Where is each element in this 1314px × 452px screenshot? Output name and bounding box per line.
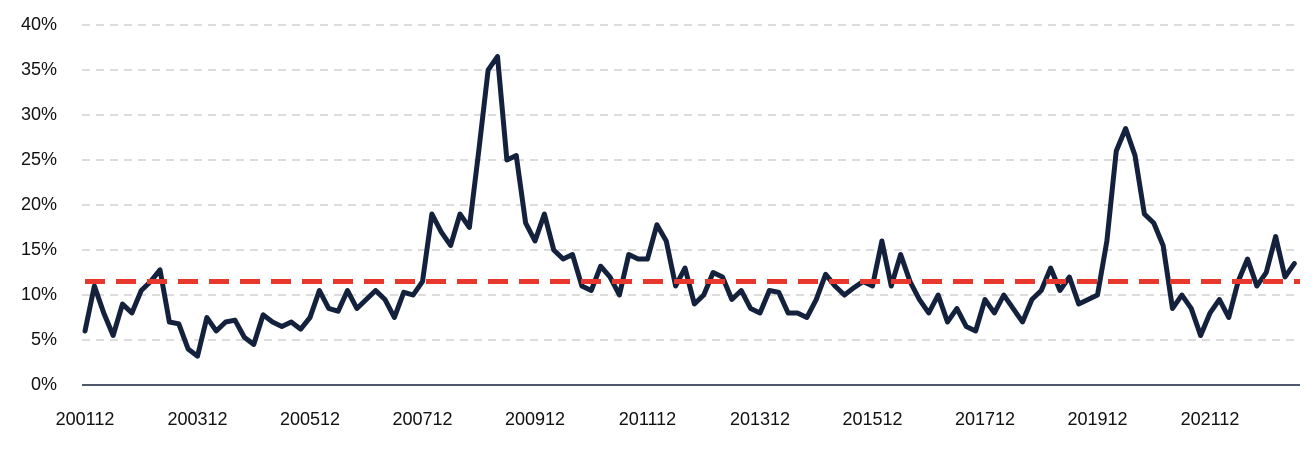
x-tick-label: 200512 [280,409,340,429]
x-tick-label: 200112 [56,409,115,429]
y-tick-label: 35% [21,59,57,79]
y-tick-label: 40% [21,14,57,34]
y-tick-label: 0% [31,374,57,394]
y-tick-label: 5% [31,329,57,349]
x-tick-label: 201912 [1067,409,1127,429]
data-line [82,54,1297,359]
y-tick-label: 20% [21,194,57,214]
y-tick-label: 30% [21,104,57,124]
x-tick-label: 200712 [392,409,452,429]
x-tick-label: 201312 [730,409,790,429]
y-tick-label: 10% [21,284,57,304]
x-tick-label: 201712 [955,409,1015,429]
x-tick-label: 201512 [842,409,902,429]
x-tick-label: 200312 [167,409,227,429]
y-tick-label: 25% [21,149,57,169]
y-tick-label: 15% [21,239,57,259]
x-tick-label: 200912 [505,409,565,429]
x-tick-label: 201112 [619,409,676,429]
x-tick-label: 202112 [1181,409,1240,429]
